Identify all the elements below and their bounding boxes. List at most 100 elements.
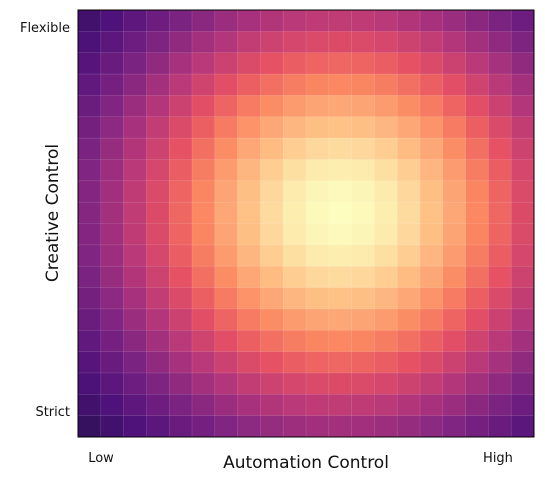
heatmap-cell <box>100 52 125 75</box>
heatmap-cell <box>282 223 307 246</box>
heatmap-cell <box>146 137 170 161</box>
heatmap-cell <box>77 329 102 353</box>
heatmap-cell <box>328 372 353 395</box>
heatmap-cell <box>282 180 307 203</box>
heatmap-cell <box>328 9 353 32</box>
heatmap-cell <box>282 308 307 331</box>
heatmap-cell <box>396 180 421 203</box>
heatmap-cell <box>282 137 307 161</box>
heatmap-cell <box>510 9 535 32</box>
heatmap-cell <box>305 265 330 289</box>
heatmap-cell <box>465 9 490 32</box>
x-low-label: Low <box>88 451 114 466</box>
heatmap-cell <box>465 351 490 374</box>
heatmap-cell <box>465 73 490 97</box>
heatmap-cell <box>100 308 125 331</box>
heatmap-cell <box>488 52 512 75</box>
heatmap-cell <box>282 52 307 75</box>
heatmap-cell <box>374 31 398 54</box>
heatmap-cell <box>168 223 193 246</box>
heatmap-cell <box>465 116 490 139</box>
heatmap-cell <box>374 287 398 310</box>
heatmap-cell <box>510 351 535 374</box>
heatmap-cell <box>100 393 125 417</box>
heatmap-cell <box>328 393 353 417</box>
heatmap-cell <box>123 9 147 32</box>
heatmap-cell <box>260 265 284 289</box>
heatmap-cell <box>100 9 125 32</box>
heatmap-cell <box>237 52 262 75</box>
heatmap-cell <box>237 329 262 353</box>
heatmap-cell <box>328 201 353 225</box>
heatmap-cell <box>419 95 444 118</box>
heatmap-cell <box>237 244 262 267</box>
heatmap-cell <box>237 308 262 331</box>
heatmap-cell <box>374 244 398 267</box>
heatmap-cell <box>419 287 444 310</box>
heatmap-cell <box>191 95 216 118</box>
heatmap-cell <box>465 393 490 417</box>
heatmap-cell <box>191 159 216 182</box>
heatmap-cell <box>351 116 376 139</box>
heatmap-cell <box>419 351 444 374</box>
heatmap-cell <box>123 415 147 438</box>
heatmap-cell <box>123 308 147 331</box>
heatmap-cell <box>77 9 102 32</box>
heatmap-cell <box>488 95 512 118</box>
heatmap-cell <box>351 95 376 118</box>
heatmap-cell <box>282 372 307 395</box>
heatmap-cell <box>77 244 102 267</box>
heatmap-cell <box>442 201 467 225</box>
heatmap-cell <box>488 287 512 310</box>
heatmap-cell <box>77 180 102 203</box>
heatmap-cell <box>191 351 216 374</box>
heatmap-cell <box>374 9 398 32</box>
heatmap-cell <box>305 52 330 75</box>
heatmap-cell <box>305 351 330 374</box>
heatmap-cell <box>168 159 193 182</box>
heatmap-cell <box>282 9 307 32</box>
heatmap-cell <box>214 329 239 353</box>
y-low-label: Strict <box>35 405 70 420</box>
heatmap-cell <box>191 9 216 32</box>
heatmap-cell <box>328 159 353 182</box>
heatmap-cell <box>510 393 535 417</box>
heatmap-cell <box>374 180 398 203</box>
heatmap-cell <box>396 351 421 374</box>
heatmap-cell <box>237 351 262 374</box>
heatmap-cell <box>510 159 535 182</box>
heatmap-cell <box>77 95 102 118</box>
heatmap-cell <box>237 73 262 97</box>
heatmap-cell <box>328 287 353 310</box>
heatmap-cell <box>123 351 147 374</box>
heatmap-cell <box>305 73 330 97</box>
heatmap-cell <box>100 351 125 374</box>
heatmap-cell <box>191 116 216 139</box>
heatmap-cell <box>214 415 239 438</box>
heatmap-cell <box>282 244 307 267</box>
heatmap-cell <box>488 116 512 139</box>
heatmap-cell <box>146 244 170 267</box>
heatmap-cell <box>442 73 467 97</box>
heatmap-cell <box>510 116 535 139</box>
heatmap-cell <box>374 415 398 438</box>
heatmap-cell <box>328 137 353 161</box>
heatmap-cell <box>100 265 125 289</box>
heatmap-cell <box>168 137 193 161</box>
heatmap-cell <box>123 244 147 267</box>
heatmap-cell <box>442 52 467 75</box>
heatmap-cell <box>305 31 330 54</box>
heatmap-cell <box>237 159 262 182</box>
heatmap-cell <box>374 223 398 246</box>
heatmap-cell <box>305 159 330 182</box>
heatmap-cell <box>488 31 512 54</box>
heatmap-cell <box>374 95 398 118</box>
heatmap-cell <box>351 393 376 417</box>
heatmap-cell <box>237 415 262 438</box>
heatmap-cell <box>191 137 216 161</box>
heatmap-cell <box>510 287 535 310</box>
heatmap-cell <box>465 159 490 182</box>
heatmap-cell <box>100 31 125 54</box>
heatmap-cell <box>191 287 216 310</box>
heatmap-cell <box>214 351 239 374</box>
